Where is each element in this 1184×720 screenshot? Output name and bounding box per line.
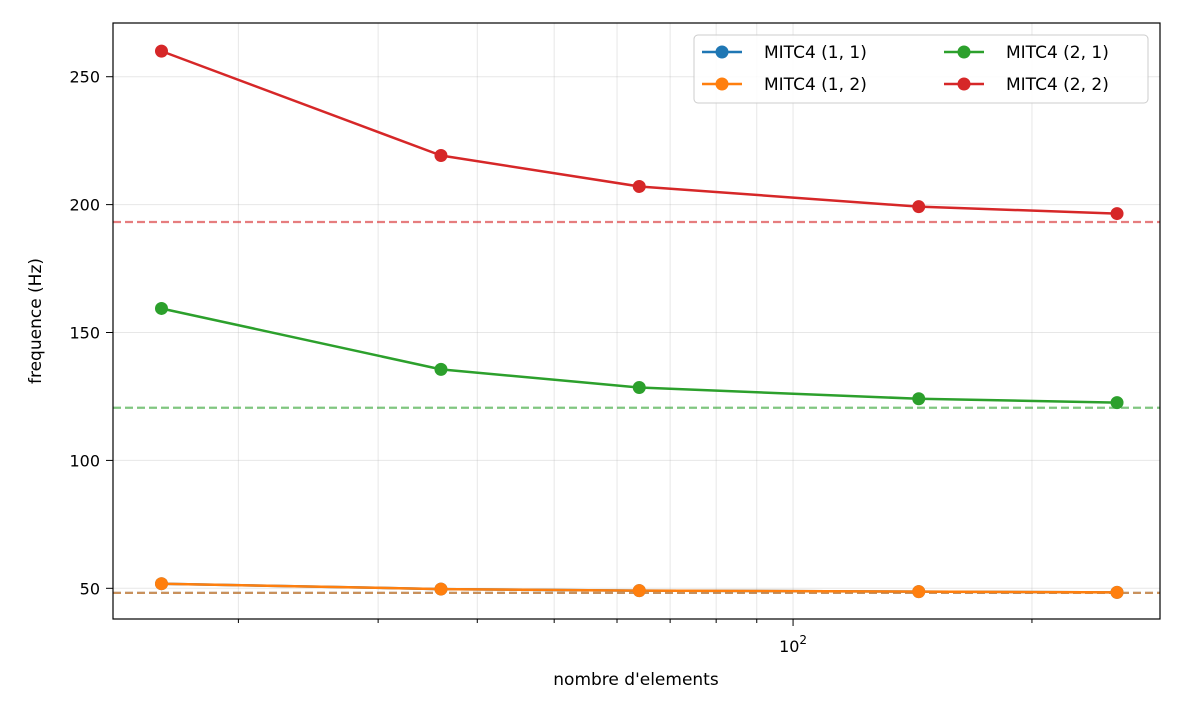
data-point [632,381,646,395]
series-layer [154,44,1124,599]
y-tick-label: 100 [69,451,100,470]
grid [113,23,1160,619]
data-point [154,44,168,58]
legend-marker [715,45,729,59]
data-point [912,392,926,406]
legend-label: MITC4 (1, 1) [764,43,867,63]
plot-frame [112,22,1161,620]
data-point [1110,207,1124,221]
y-tick-label: 50 [80,579,100,598]
series [154,301,1124,410]
data-point [632,584,646,598]
y-axis-label: frequence (Hz) [26,258,46,384]
series [154,577,1124,599]
x-tick-exponent: 2 [799,633,807,647]
data-point [912,585,926,599]
y-tick-label: 250 [69,68,100,87]
data-point [912,200,926,214]
legend-marker [715,77,729,91]
legend-item-mitc4-1-1: MITC4 (1, 1) [702,43,867,63]
data-point [1110,396,1124,410]
data-point [1110,585,1124,599]
y-tick-label: 150 [69,324,100,343]
legend-marker [957,77,971,91]
data-point [632,179,646,193]
legend-item-mitc4-2-1: MITC4 (2, 1) [944,43,1109,63]
legend-label: MITC4 (2, 2) [1006,75,1109,95]
data-point [434,362,448,376]
legend-item-mitc4-1-2: MITC4 (1, 2) [702,75,867,95]
data-point [154,577,168,591]
legend-label: MITC4 (1, 2) [764,75,867,95]
series [154,44,1124,221]
data-point [434,149,448,163]
legend-item-mitc4-2-2: MITC4 (2, 2) [944,75,1109,95]
data-point [434,582,448,596]
legend: MITC4 (1, 1) MITC4 (1, 2) MITC4 (2, 1) M… [693,34,1149,104]
legend-label: MITC4 (2, 1) [1006,43,1109,63]
data-point [154,301,168,315]
y-tick-label: 200 [69,196,100,215]
x-axis-label: nombre d'elements [553,670,719,690]
legend-marker [957,45,971,59]
legend-box [693,34,1149,104]
